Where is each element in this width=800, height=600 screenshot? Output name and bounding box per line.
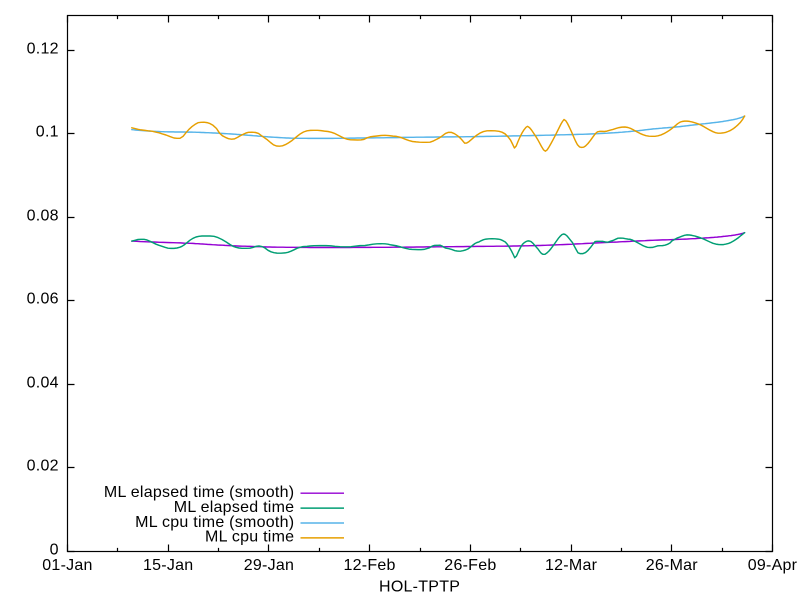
- svg-text:ML elapsed time: ML elapsed time: [174, 499, 295, 516]
- svg-text:0.12: 0.12: [27, 41, 59, 58]
- svg-text:0.04: 0.04: [27, 375, 59, 392]
- svg-text:0.08: 0.08: [27, 208, 59, 225]
- svg-text:26-Mar: 26-Mar: [646, 557, 699, 574]
- svg-text:12-Mar: 12-Mar: [545, 557, 598, 574]
- svg-text:ML cpu time (smooth): ML cpu time (smooth): [135, 514, 294, 531]
- svg-text:15-Jan: 15-Jan: [143, 557, 193, 574]
- svg-text:12-Feb: 12-Feb: [343, 557, 395, 574]
- svg-text:HOL-TPTP: HOL-TPTP: [379, 579, 460, 596]
- svg-text:0.1: 0.1: [36, 124, 59, 141]
- svg-text:09-Apr: 09-Apr: [748, 557, 798, 574]
- svg-text:01-Jan: 01-Jan: [42, 557, 92, 574]
- svg-text:0.02: 0.02: [27, 458, 59, 475]
- svg-text:ML elapsed time (smooth): ML elapsed time (smooth): [104, 484, 294, 501]
- svg-text:ML cpu time: ML cpu time: [205, 529, 294, 546]
- svg-text:0: 0: [50, 542, 59, 559]
- svg-text:26-Feb: 26-Feb: [444, 557, 496, 574]
- svg-text:0.06: 0.06: [27, 291, 59, 308]
- svg-text:29-Jan: 29-Jan: [244, 557, 294, 574]
